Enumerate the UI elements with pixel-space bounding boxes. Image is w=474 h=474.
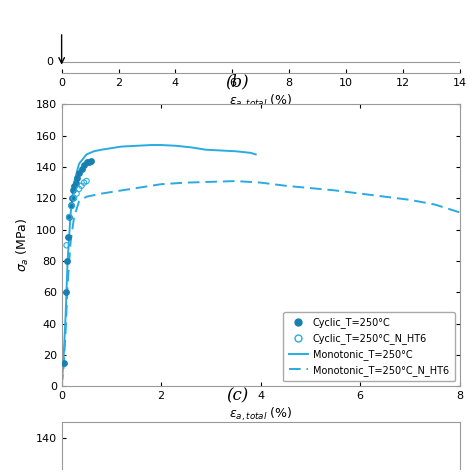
Point bbox=[88, 157, 95, 164]
Point bbox=[68, 194, 75, 202]
Point bbox=[67, 201, 74, 209]
Point bbox=[80, 179, 88, 186]
Y-axis label: $\sigma_a$ (MPa): $\sigma_a$ (MPa) bbox=[15, 218, 31, 273]
Point bbox=[82, 177, 90, 185]
Point bbox=[73, 174, 80, 182]
Point bbox=[70, 194, 78, 202]
X-axis label: $\varepsilon_{a,total}$ (%): $\varepsilon_{a,total}$ (%) bbox=[229, 92, 292, 110]
Point bbox=[68, 202, 75, 210]
Point bbox=[63, 242, 71, 249]
Point bbox=[80, 162, 88, 169]
Legend: Cyclic_T=250°C, Cyclic_T=250°C_N_HT6, Monotonic_T=250°C, Monotonic_T=250°C_N_HT6: Cyclic_T=250°C, Cyclic_T=250°C_N_HT6, Mo… bbox=[283, 311, 455, 382]
Text: 0: 0 bbox=[46, 56, 53, 67]
Text: (b): (b) bbox=[225, 73, 249, 90]
Point bbox=[65, 213, 73, 221]
Point bbox=[85, 158, 93, 166]
Text: (c): (c) bbox=[226, 387, 248, 404]
Point bbox=[73, 190, 80, 197]
Point bbox=[62, 289, 69, 296]
Point bbox=[69, 187, 77, 194]
Point bbox=[63, 257, 71, 265]
Point bbox=[82, 158, 90, 166]
Point bbox=[65, 213, 73, 221]
Point bbox=[78, 182, 85, 190]
Point bbox=[75, 185, 83, 193]
Point bbox=[64, 234, 72, 241]
Point bbox=[72, 179, 79, 186]
Point bbox=[75, 169, 83, 177]
X-axis label: $\varepsilon_{a,total}$ (%): $\varepsilon_{a,total}$ (%) bbox=[229, 405, 292, 423]
Point bbox=[60, 359, 68, 366]
Point bbox=[70, 182, 78, 190]
Point bbox=[78, 165, 85, 173]
